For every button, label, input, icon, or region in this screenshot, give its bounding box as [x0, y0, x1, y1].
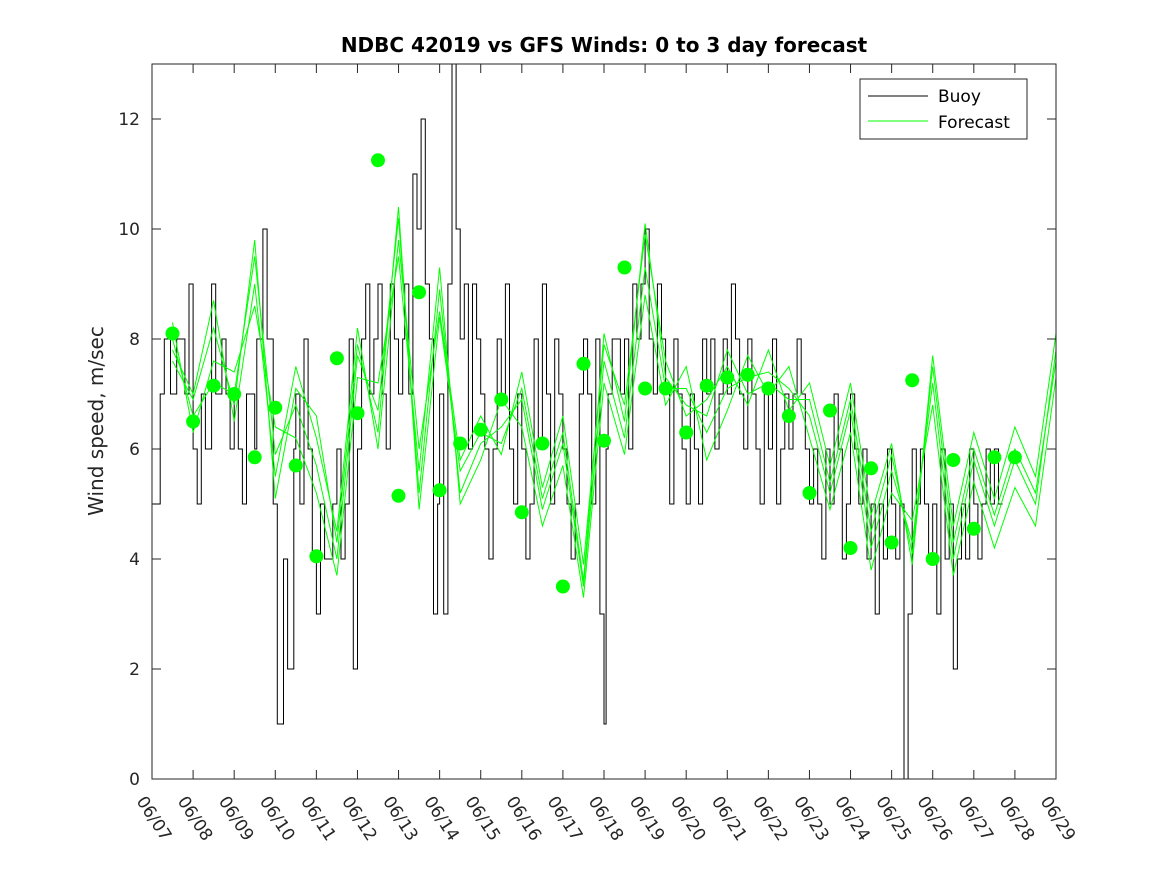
forecast-marker — [329, 351, 344, 366]
y-tick-label: 4 — [129, 550, 140, 570]
legend-box — [859, 78, 1028, 140]
forecast-marker — [617, 260, 632, 275]
forecast-marker — [371, 153, 385, 168]
forecast-marker — [679, 425, 694, 440]
forecast-marker — [309, 549, 324, 564]
series-line-forecast-3 — [172, 256, 1057, 598]
forecast-marker — [576, 356, 591, 371]
y-axis-label: Wind speed, m/sec — [84, 326, 108, 516]
forecast-marker — [514, 505, 529, 520]
forecast-marker — [555, 579, 570, 594]
forecast-marker — [432, 483, 447, 498]
forecast-marker — [186, 414, 201, 429]
forecast-marker — [966, 521, 981, 536]
forecast-marker — [227, 387, 242, 401]
forecast-marker — [288, 458, 303, 473]
forecast-marker — [905, 373, 920, 388]
forecast-marker — [699, 378, 714, 393]
forecast-marker — [946, 453, 961, 467]
legend: Buoy Forecast — [859, 78, 1028, 140]
forecast-marker — [391, 488, 406, 503]
forecast-marker — [987, 450, 1002, 465]
forecast-marker — [206, 378, 221, 393]
y-tick-label: 0 — [129, 770, 140, 790]
forecast-marker — [473, 422, 488, 437]
forecast-marker — [884, 535, 899, 550]
y-tick-label: 6 — [129, 440, 140, 460]
forecast-marker — [494, 392, 509, 407]
series-line-forecast-1 — [172, 217, 1057, 587]
y-tick-label: 10 — [118, 220, 140, 240]
forecast-marker — [761, 381, 776, 396]
forecast-marker — [802, 486, 817, 500]
forecast-marker — [350, 406, 365, 421]
series-line-forecast-4 — [172, 206, 1057, 582]
forecast-marker — [1007, 450, 1022, 465]
forecast-marker — [597, 433, 611, 448]
y-axis: 0 2 4 6 8 10 12 — [118, 110, 1056, 790]
forecast-marker — [658, 381, 673, 396]
forecast-marker — [453, 436, 468, 451]
forecast-marker — [864, 461, 879, 476]
forecast-marker — [925, 552, 940, 566]
forecast-marker — [720, 370, 735, 385]
legend-label-buoy: Buoy — [938, 87, 981, 107]
forecast-marker — [535, 436, 550, 451]
legend-label-forecast: Forecast — [938, 113, 1010, 133]
marker-layer — [165, 153, 1022, 594]
series-line-forecast-2 — [172, 234, 1057, 565]
y-tick-label: 2 — [129, 660, 140, 680]
forecast-marker — [165, 326, 180, 341]
forecast-marker — [268, 400, 283, 415]
y-tick-label: 12 — [118, 110, 140, 130]
y-tick-label: 8 — [129, 330, 140, 350]
forecast-marker — [823, 403, 837, 418]
forecast-marker — [781, 409, 796, 423]
forecast-marker — [843, 541, 858, 555]
forecast-marker — [638, 381, 653, 396]
forecast-marker — [740, 367, 755, 382]
forecast-marker — [247, 450, 262, 465]
chart-title: NDBC 42019 vs GFS Winds: 0 to 3 day fore… — [341, 33, 868, 57]
forecast-marker — [412, 285, 427, 300]
